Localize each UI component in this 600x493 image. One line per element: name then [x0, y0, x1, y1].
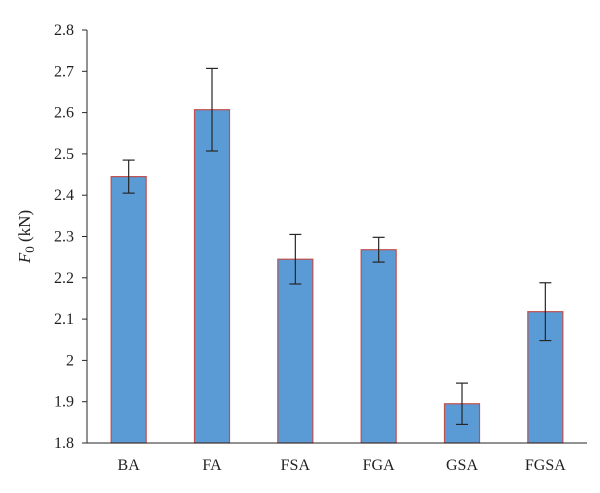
y-axis-label-symbol: F [15, 252, 34, 264]
x-tick-label: FGSA [525, 457, 566, 474]
x-tick-label: GSA [446, 457, 478, 474]
y-tick-label: 2.1 [54, 311, 74, 328]
y-tick-label: 2.4 [54, 187, 74, 204]
error-bar-fgsa [539, 282, 552, 342]
bar-fga [360, 249, 397, 444]
y-tick-label: 2.8 [54, 22, 74, 39]
bar-ba [110, 176, 147, 444]
y-tick-label: 2.2 [54, 270, 74, 287]
bar-fa [193, 109, 231, 444]
y-tick-label: 2.3 [54, 229, 74, 246]
y-tick-label: 2 [66, 352, 74, 369]
y-axis-label-subscript: 0 [22, 246, 37, 253]
error-bar-ba [122, 159, 135, 194]
y-tick-label: 2.5 [54, 146, 74, 163]
y-tick-label: 1.8 [54, 435, 74, 452]
y-axis-ticks: 1.8 1.9 2 2.1 2.2 2.3 2.4 2.5 2.6 2.7 2.8 [54, 22, 87, 452]
bar-fsa [277, 258, 314, 444]
y-tick-label: 1.9 [54, 394, 74, 411]
x-tick-label: FA [202, 457, 222, 474]
error-bar-fsa [289, 233, 302, 285]
y-tick-label: 2.6 [54, 105, 74, 122]
bars-group [110, 109, 564, 444]
x-tick-label: FSA [281, 457, 311, 474]
error-bar-fa [206, 67, 218, 152]
x-tick-label: BA [118, 457, 141, 474]
error-bar-gsa [456, 382, 468, 426]
x-axis-labels: BA FA FSA FGA GSA FGSA [118, 457, 567, 474]
error-bars-group [122, 67, 552, 426]
y-axis-label: F0 (kN) [15, 210, 37, 264]
y-axis-label-unit: (kN) [15, 210, 34, 246]
error-bar-fga [372, 236, 385, 263]
y-tick-label: 2.7 [54, 63, 74, 80]
x-tick-label: FGA [363, 457, 395, 474]
